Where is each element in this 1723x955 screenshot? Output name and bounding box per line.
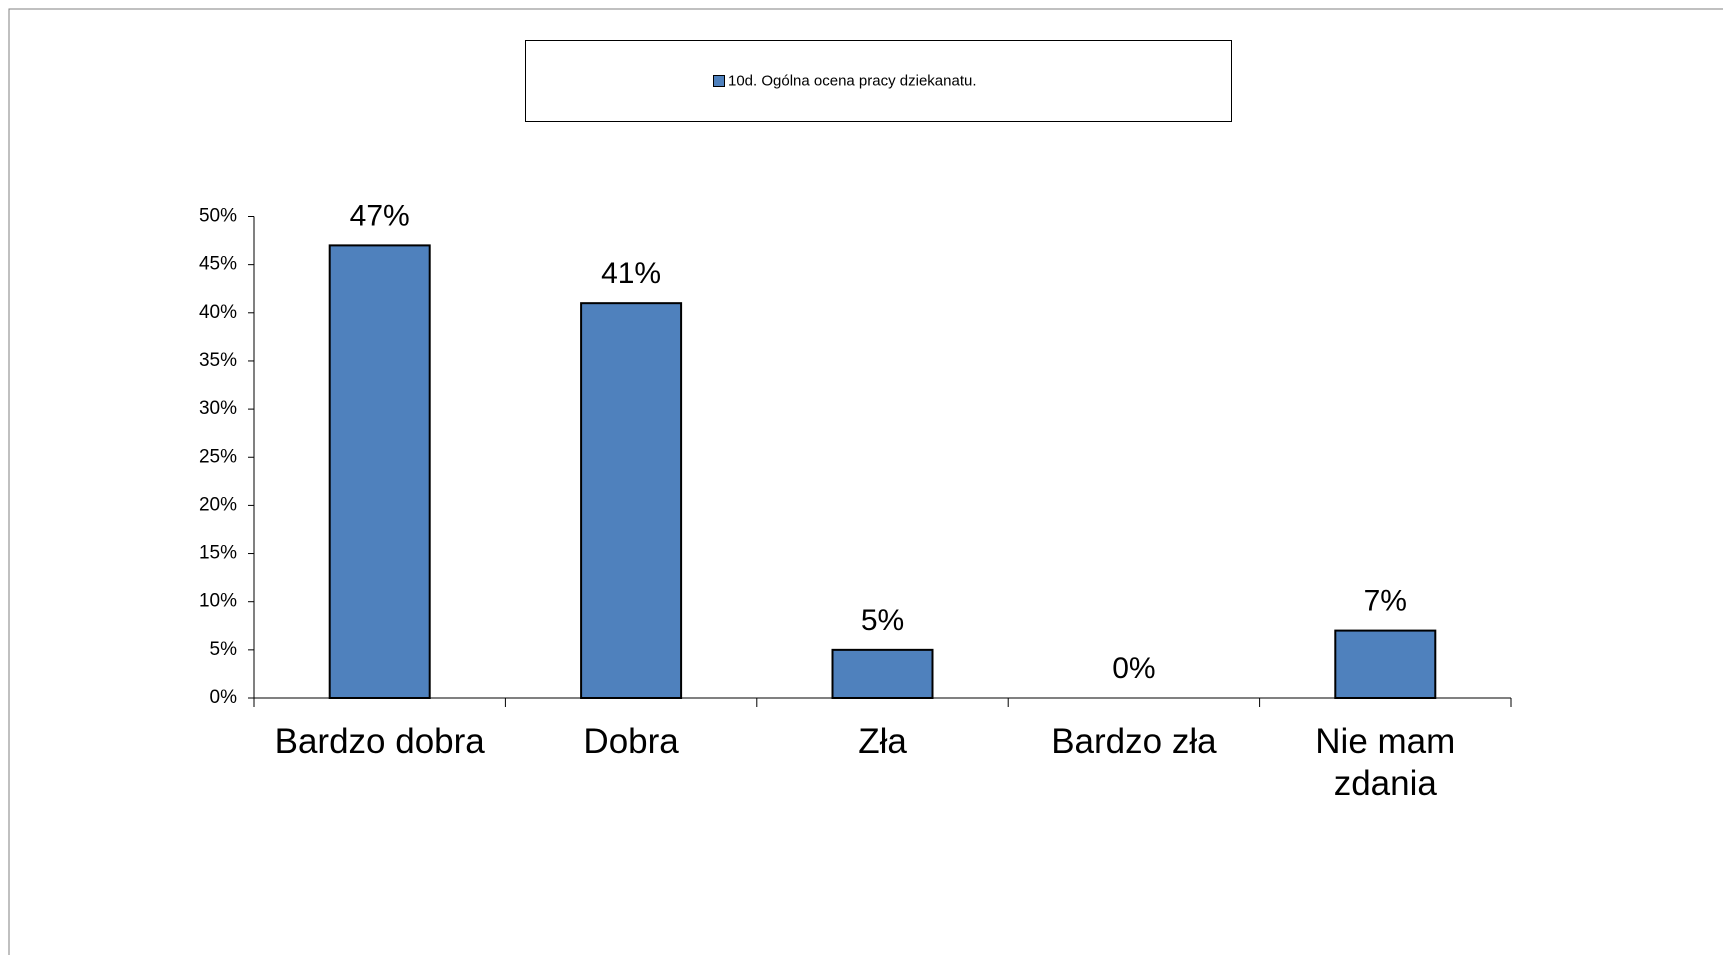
y-tick-label: 5% — [210, 639, 238, 660]
x-tick-label: Zła — [858, 722, 907, 761]
y-tick-label: 20% — [199, 494, 237, 515]
y-tick-label: 30% — [199, 398, 237, 419]
legend-label: 10d. Ogólna ocena pracy dziekanatu. — [728, 72, 977, 89]
data-label: 7% — [1364, 585, 1407, 618]
x-tick-label: Bardzo zła — [1051, 722, 1217, 761]
bar — [1334, 629, 1437, 700]
y-tick-label: 0% — [210, 687, 238, 708]
y-tick-label: 10% — [199, 591, 237, 612]
y-tick-label: 50% — [199, 206, 237, 227]
y-tick-label: 15% — [199, 543, 237, 564]
bar — [328, 244, 431, 699]
legend-box — [525, 40, 1232, 122]
y-tick-label: 25% — [199, 446, 237, 467]
y-tick-label: 40% — [199, 302, 237, 323]
x-tick-label: Bardzo dobra — [274, 722, 485, 761]
x-tick-label: Nie mam zdania — [1315, 722, 1456, 803]
data-label: 0% — [1112, 652, 1155, 685]
data-label: 5% — [861, 604, 904, 637]
y-tick-label: 35% — [199, 350, 237, 371]
bar — [580, 302, 683, 699]
data-label: 41% — [601, 257, 661, 290]
x-tick-label: Dobra — [583, 722, 679, 761]
bar — [831, 648, 934, 699]
y-tick-label: 45% — [199, 254, 237, 275]
legend-swatch — [713, 75, 725, 87]
data-label: 47% — [350, 199, 410, 232]
chart-frame — [8, 8, 1723, 955]
